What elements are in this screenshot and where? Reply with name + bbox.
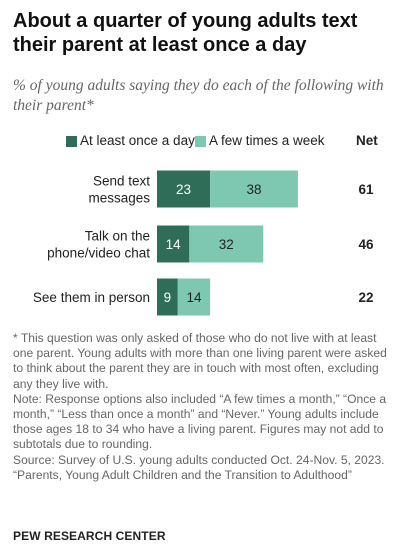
- category-label: phone/video chat: [47, 246, 150, 261]
- bar-daily: [157, 225, 190, 263]
- category-label: messages: [88, 191, 150, 206]
- legend-swatch-weekly: [195, 136, 206, 147]
- legend-label-daily: At least once a day: [80, 133, 195, 148]
- bar-daily: [157, 278, 178, 316]
- net-column-header: Net: [356, 133, 378, 148]
- bar-weekly: [177, 278, 211, 316]
- report-title: “Parents, Young Adult Children and the T…: [13, 467, 352, 482]
- net-value: 46: [358, 237, 374, 252]
- source-org-logo: PEW RESEARCH CENTER: [13, 529, 166, 543]
- data-label-daily: 9: [164, 290, 172, 305]
- chart-title: About a quarter of young adults text the…: [13, 10, 358, 56]
- category-label: Talk on the: [85, 229, 150, 244]
- data-label-weekly: 38: [247, 182, 262, 197]
- source: Source: Survey of U.S. young adults cond…: [13, 452, 385, 467]
- category-label: See them in person: [33, 290, 150, 305]
- footnote: * This question was only asked of those …: [13, 331, 387, 391]
- legend-swatch-daily: [66, 136, 77, 147]
- chart-notes: * This question was only asked of those …: [13, 331, 395, 483]
- net-value: 22: [358, 290, 373, 305]
- bar-daily: [157, 170, 211, 208]
- category-label: Send text: [93, 174, 150, 189]
- net-value: 61: [358, 182, 374, 197]
- data-label-daily: 14: [166, 237, 182, 252]
- bar-weekly: [189, 225, 264, 263]
- legend-label-weekly: A few times a week: [209, 133, 325, 148]
- data-label-daily: 23: [176, 182, 191, 197]
- data-label-weekly: 32: [219, 237, 234, 252]
- chart-subtitle: % of young adults saying they do each of…: [13, 77, 384, 114]
- stacked-bar-chart: Send text messages 23 38 61 Talk on the phone/…: [33, 170, 374, 316]
- data-label-weekly: 14: [186, 290, 202, 305]
- note: Note: Response options also included “A …: [13, 391, 387, 452]
- bar-weekly: [210, 170, 298, 208]
